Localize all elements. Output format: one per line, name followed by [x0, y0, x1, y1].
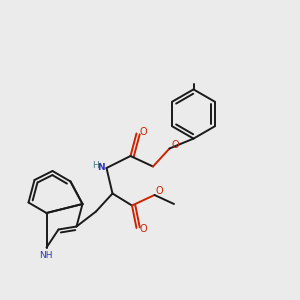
- Text: O: O: [171, 140, 179, 151]
- Text: O: O: [139, 224, 147, 234]
- Text: O: O: [155, 185, 163, 196]
- Text: N: N: [97, 163, 105, 172]
- Text: NH: NH: [39, 251, 52, 260]
- Text: H: H: [92, 160, 98, 169]
- Text: O: O: [139, 127, 147, 137]
